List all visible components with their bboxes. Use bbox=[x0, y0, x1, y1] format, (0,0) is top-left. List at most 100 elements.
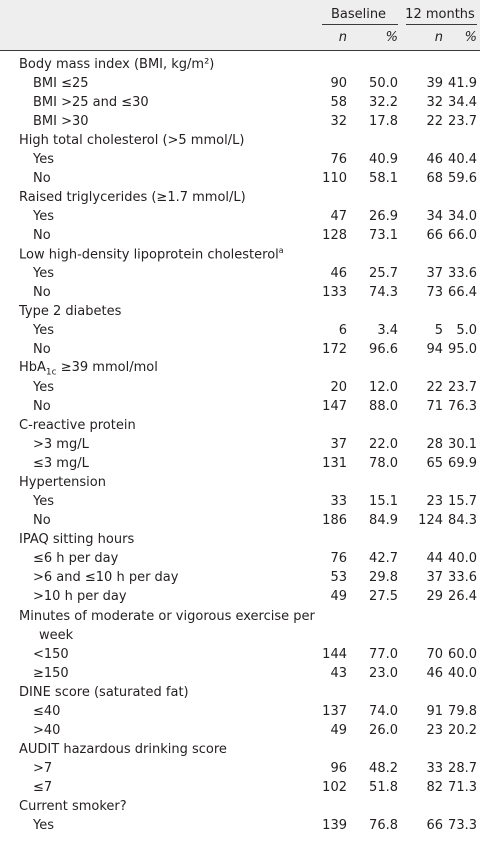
row-label: BMI >25 and ≤30 bbox=[33, 95, 149, 110]
table-section-heading: IPAQ sitting hours bbox=[0, 530, 480, 549]
twelve-months-pct-cell: 40.0 bbox=[448, 551, 477, 566]
twelve-months-underline bbox=[406, 24, 477, 25]
baseline-n-cell: 49 bbox=[330, 589, 347, 604]
baseline-n-cell: 131 bbox=[322, 456, 347, 471]
baseline-n-cell: 76 bbox=[330, 551, 347, 566]
twelve-months-n-cell: 28 bbox=[426, 437, 443, 452]
baseline-n-cell: 76 bbox=[330, 152, 347, 167]
table-row: BMI >25 and ≤30 58 32.2 32 34.4 bbox=[0, 93, 480, 112]
twelve-months-pct-cell: 33.6 bbox=[448, 266, 477, 281]
row-label: Hypertension bbox=[19, 475, 106, 490]
twelve-months-pct-cell: 59.6 bbox=[448, 171, 477, 186]
table-section-heading: DINE score (saturated fat) bbox=[0, 683, 480, 702]
table-section-heading: HbA1c ≥39 mmol/mol bbox=[0, 359, 480, 378]
row-label: >7 bbox=[33, 761, 53, 776]
table-section-heading: AUDIT hazardous drinking score bbox=[0, 740, 480, 759]
baseline-pct-cell: 32.2 bbox=[369, 95, 398, 110]
baseline-pct-cell: 25.7 bbox=[369, 266, 398, 281]
table-section-heading: Low high-density lipoprotein cholesterol… bbox=[0, 245, 480, 264]
row-label: Yes bbox=[33, 209, 54, 224]
baseline-pct-cell: 84.9 bbox=[369, 513, 398, 528]
twelve-months-pct-cell: 79.8 bbox=[448, 704, 477, 719]
table-row: >40 49 26.0 23 20.2 bbox=[0, 721, 480, 740]
baseline-n-cell: 43 bbox=[330, 666, 347, 681]
twelve-months-pct-cell: 66.0 bbox=[448, 228, 477, 243]
baseline-n-header: n bbox=[338, 30, 347, 45]
row-label: HbA1c ≥39 mmol/mol bbox=[19, 359, 158, 378]
baseline-pct-cell: 48.2 bbox=[369, 761, 398, 776]
twelve-months-n-cell: 68 bbox=[426, 171, 443, 186]
baseline-pct-cell: 58.1 bbox=[369, 171, 398, 186]
twelve-months-n-cell: 70 bbox=[426, 647, 443, 662]
table-section-heading: C-reactive protein bbox=[0, 416, 480, 435]
table-row: No 110 58.1 68 59.6 bbox=[0, 169, 480, 188]
twelve-months-n-cell: 37 bbox=[426, 570, 443, 585]
table-row: Yes 47 26.9 34 34.0 bbox=[0, 207, 480, 226]
row-label: No bbox=[33, 285, 51, 300]
twelve-months-n-cell: 39 bbox=[426, 76, 443, 91]
row-label: >3 mg/L bbox=[33, 437, 89, 452]
twelve-months-n-header: n bbox=[434, 30, 443, 45]
twelve-months-n-cell: 82 bbox=[426, 780, 443, 795]
row-label: No bbox=[33, 399, 51, 414]
baseline-n-cell: 137 bbox=[322, 704, 347, 719]
twelve-months-n-cell: 46 bbox=[426, 666, 443, 681]
baseline-n-cell: 58 bbox=[330, 95, 347, 110]
baseline-pct-cell: 29.8 bbox=[369, 570, 398, 585]
twelve-months-pct-cell: 95.0 bbox=[448, 342, 477, 357]
table-row: Yes 33 15.1 23 15.7 bbox=[0, 492, 480, 511]
baseline-pct-cell: 27.5 bbox=[369, 589, 398, 604]
twelve-months-n-cell: 46 bbox=[426, 152, 443, 167]
table-header: Baseline 12 months n % n % bbox=[0, 0, 480, 51]
twelve-months-n-cell: 33 bbox=[426, 761, 443, 776]
baseline-group-header: Baseline bbox=[319, 7, 398, 25]
twelve-months-group-header: 12 months bbox=[403, 7, 477, 25]
baseline-pct-cell: 15.1 bbox=[369, 494, 398, 509]
row-label: Yes bbox=[33, 494, 54, 509]
table-row: BMI ≤25 90 50.0 39 41.9 bbox=[0, 74, 480, 93]
twelve-months-pct-cell: 73.3 bbox=[448, 818, 477, 833]
twelve-months-pct-cell: 30.1 bbox=[448, 437, 477, 452]
baseline-n-cell: 33 bbox=[330, 494, 347, 509]
table-body: Body mass index (BMI, kg/m²) BMI ≤25 90 50.… bbox=[0, 51, 480, 835]
baseline-n-cell: 133 bbox=[322, 285, 347, 300]
row-label: Yes bbox=[33, 152, 54, 167]
baseline-pct-cell: 88.0 bbox=[369, 399, 398, 414]
baseline-n-cell: 46 bbox=[330, 266, 347, 281]
table-row: No 128 73.1 66 66.0 bbox=[0, 226, 480, 245]
row-label: Minutes of moderate or vigorous exercise… bbox=[19, 609, 315, 643]
row-label: BMI ≤25 bbox=[33, 76, 89, 91]
row-label: Type 2 diabetes bbox=[19, 304, 122, 319]
twelve-months-pct-cell: 15.7 bbox=[448, 494, 477, 509]
twelve-months-n-cell: 66 bbox=[426, 228, 443, 243]
row-label: High total cholesterol (>5 mmol/L) bbox=[19, 133, 245, 148]
twelve-months-n-cell: 71 bbox=[426, 399, 443, 414]
baseline-pct-cell: 96.6 bbox=[369, 342, 398, 357]
baseline-pct-cell: 12.0 bbox=[369, 380, 398, 395]
baseline-n-cell: 49 bbox=[330, 723, 347, 738]
twelve-months-n-cell: 44 bbox=[426, 551, 443, 566]
baseline-n-cell: 37 bbox=[330, 437, 347, 452]
table-row: ≤6 h per day 76 42.7 44 40.0 bbox=[0, 549, 480, 568]
baseline-pct-header: % bbox=[385, 30, 398, 45]
table-row: Yes 20 12.0 22 23.7 bbox=[0, 378, 480, 397]
twelve-months-pct-cell: 5.0 bbox=[456, 323, 477, 338]
baseline-n-cell: 102 bbox=[322, 780, 347, 795]
table-row: >7 96 48.2 33 28.7 bbox=[0, 759, 480, 778]
twelve-months-pct-cell: 40.4 bbox=[448, 152, 477, 167]
table-section-heading: Type 2 diabetes bbox=[0, 302, 480, 321]
row-label: Yes bbox=[33, 818, 54, 833]
row-label: ≤3 mg/L bbox=[33, 456, 89, 471]
baseline-underline bbox=[322, 24, 398, 25]
twelve-months-n-cell: 37 bbox=[426, 266, 443, 281]
baseline-pct-cell: 3.4 bbox=[377, 323, 398, 338]
table-section-heading: Raised triglycerides (≥1.7 mmol/L) bbox=[0, 188, 480, 207]
table-row: >6 and ≤10 h per day 53 29.8 37 33.6 bbox=[0, 568, 480, 587]
row-label: Current smoker? bbox=[19, 799, 127, 814]
twelve-months-n-cell: 5 bbox=[434, 323, 443, 338]
twelve-months-n-cell: 124 bbox=[418, 513, 443, 528]
baseline-n-cell: 139 bbox=[322, 818, 347, 833]
baseline-n-cell: 144 bbox=[322, 647, 347, 662]
baseline-pct-cell: 40.9 bbox=[369, 152, 398, 167]
table-section-heading: Body mass index (BMI, kg/m²) bbox=[0, 55, 480, 74]
